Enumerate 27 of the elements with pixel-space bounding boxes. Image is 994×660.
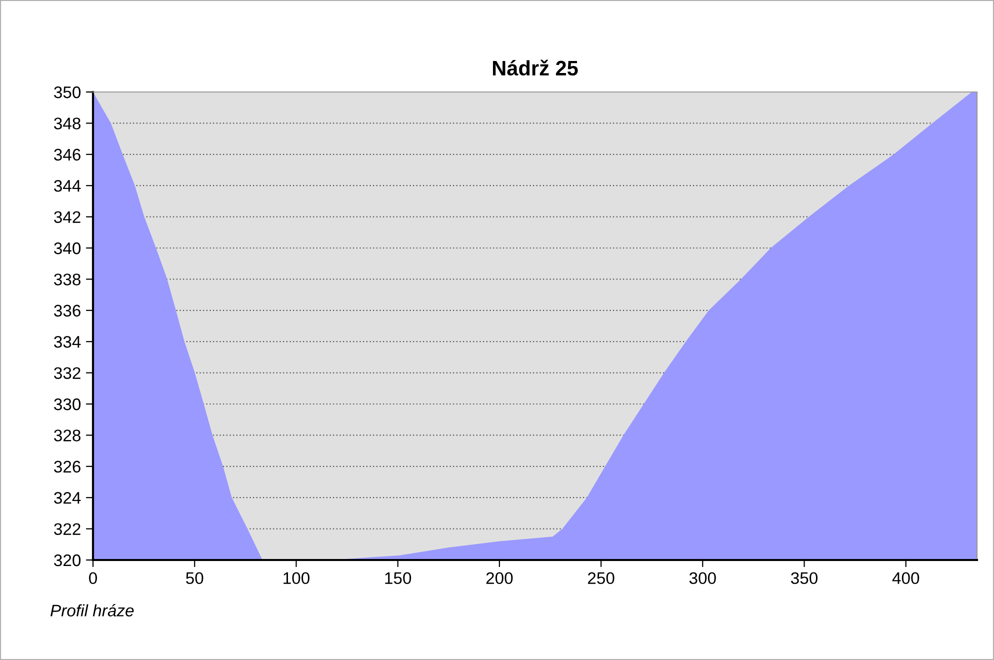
y-tick-label: 324 [54, 492, 81, 504]
y-tick-label: 336 [54, 304, 80, 317]
y-tick-label: 346 [54, 148, 80, 161]
y-tick-label: 322 [54, 523, 80, 536]
x-tick-label: 400 [892, 572, 920, 584]
x-tick-label: 50 [186, 572, 204, 584]
y-tick-label: 348 [54, 118, 80, 130]
y-tick-label: 344 [54, 180, 81, 192]
y-tick-label: 338 [54, 274, 80, 286]
chart-title: Nádrž 25 [492, 60, 578, 76]
x-tick-label: 150 [385, 572, 412, 584]
y-tick-label: 350 [54, 86, 81, 98]
y-tick-label: 334 [54, 336, 81, 348]
x-tick-label: 350 [790, 572, 818, 584]
y-tick-label: 328 [54, 430, 80, 442]
x-tick-label: 0 [89, 572, 97, 584]
x-tick-label: 250 [588, 572, 614, 584]
y-tick-label: 330 [54, 398, 81, 410]
x-tick-label: 200 [486, 572, 513, 584]
y-tick-label: 340 [54, 242, 81, 254]
y-tick-label: 326 [54, 460, 80, 473]
y-tick-label: 320 [54, 554, 81, 566]
y-tick-label: 342 [54, 211, 80, 224]
text: Profil hráze [50, 604, 134, 616]
y-tick-label: 332 [54, 367, 80, 380]
x-tick-label: 100 [284, 572, 310, 584]
x-tick-label: 300 [689, 572, 716, 584]
